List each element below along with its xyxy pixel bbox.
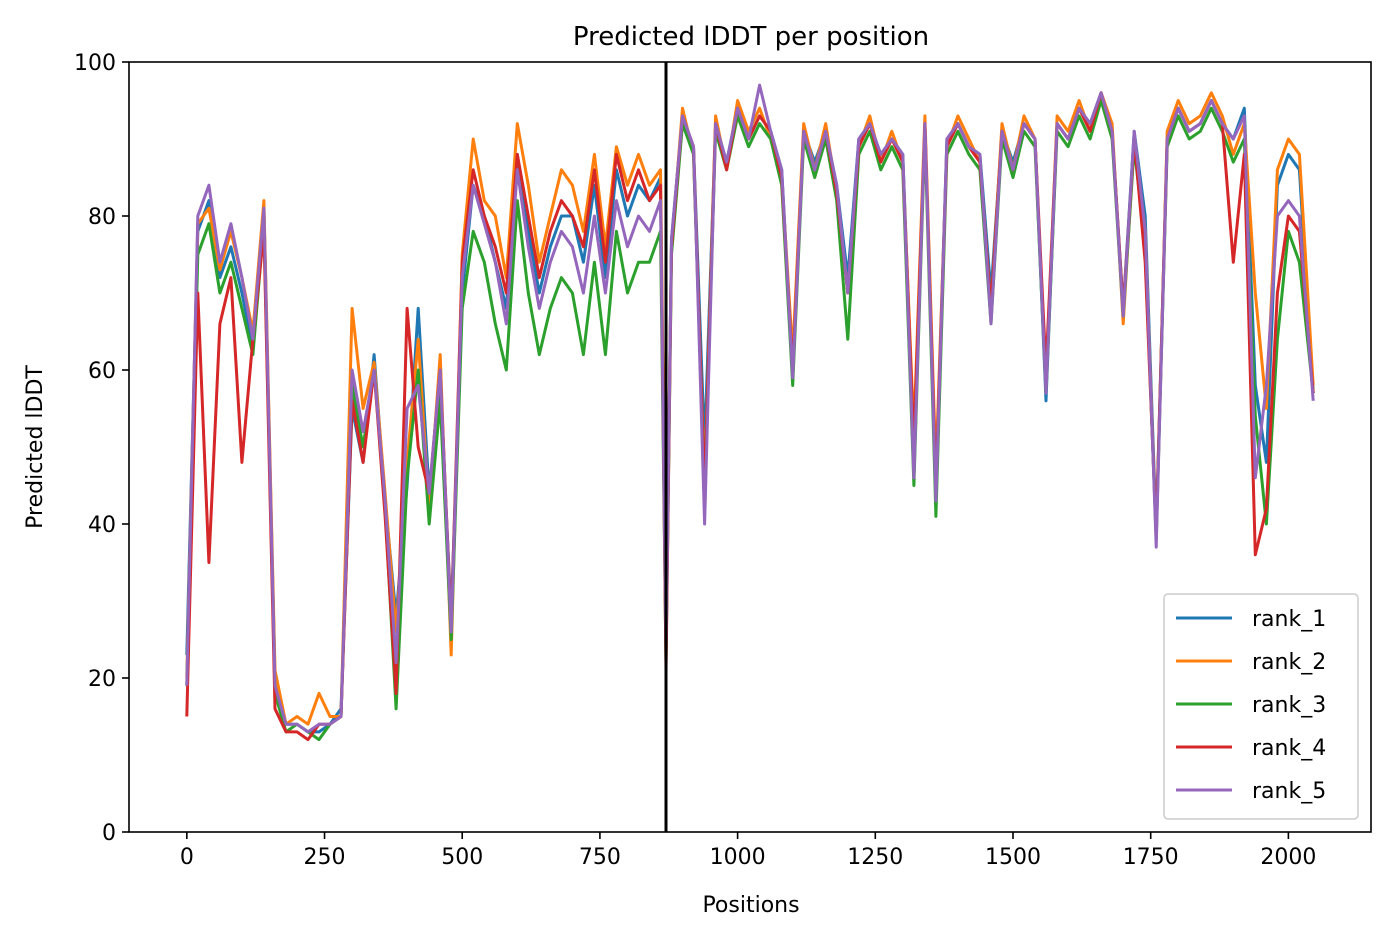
x-tick-label: 1750 <box>1123 845 1179 870</box>
series-line-rank_5 <box>185 83 1315 734</box>
x-tick-label: 500 <box>441 845 483 870</box>
x-tick-label: 2000 <box>1260 845 1316 870</box>
y-axis-title: Predicted lDDT <box>23 365 48 529</box>
x-axis: 0 250 500 750 1000 1250 1500 1750 2000 <box>180 832 1316 870</box>
x-tick-label: 750 <box>579 845 621 870</box>
plot-area <box>185 62 1315 832</box>
x-tick-label: 250 <box>304 845 346 870</box>
y-tick-label: 40 <box>88 513 116 538</box>
x-tick-label: 1500 <box>985 845 1041 870</box>
y-axis: 0 20 40 60 80 100 <box>74 51 129 846</box>
y-tick-label: 100 <box>74 51 116 76</box>
x-axis-title: Positions <box>702 893 799 918</box>
plot-frame <box>128 61 1372 833</box>
legend-label-rank_5: rank_5 <box>1252 779 1326 804</box>
legend-label-rank_2: rank_2 <box>1252 650 1326 675</box>
legend: rank_1 rank_2 rank_3 rank_4 rank_5 <box>1163 593 1359 820</box>
y-tick-label: 0 <box>102 821 116 846</box>
legend-box <box>1163 593 1359 820</box>
x-tick-label: 1000 <box>710 845 766 870</box>
x-tick-label: 1250 <box>847 845 903 870</box>
legend-label-rank_1: rank_1 <box>1252 607 1326 632</box>
y-tick-label: 20 <box>88 667 116 692</box>
legend-label-rank_4: rank_4 <box>1252 736 1326 761</box>
chart-title: Predicted lDDT per position <box>573 22 929 52</box>
y-tick-label: 80 <box>88 205 116 230</box>
legend-label-rank_3: rank_3 <box>1252 693 1326 718</box>
x-tick-label: 0 <box>180 845 194 870</box>
y-tick-label: 60 <box>88 359 116 384</box>
